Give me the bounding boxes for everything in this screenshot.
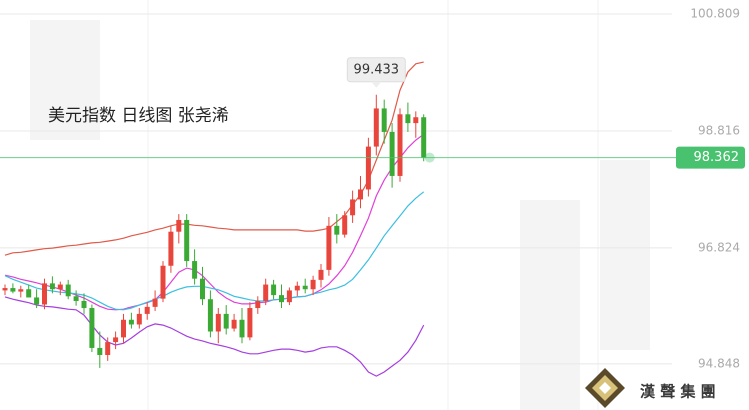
watermark-buildings (30, 20, 650, 410)
candle-body (342, 215, 348, 235)
candle-body (373, 108, 379, 147)
candle-body (413, 117, 419, 124)
candle-body (168, 231, 174, 266)
candle-body (334, 225, 340, 235)
candle-body (2, 288, 8, 291)
candle-body (136, 313, 142, 325)
candle-body (397, 114, 403, 176)
candle-body (42, 283, 47, 305)
candle-body (318, 269, 324, 280)
candle-body (247, 308, 253, 338)
y-tick-label: 94.848 (698, 356, 740, 370)
chart-title: 美元指数 日线图 张尧浠 (48, 106, 229, 126)
y-tick-label: 100.809 (690, 6, 740, 20)
candle-body (192, 261, 198, 279)
high-annotation-label: 99.433 (354, 62, 400, 77)
candle-body (405, 114, 411, 124)
candle-body (271, 284, 277, 296)
indicator-line (4, 296, 425, 377)
high-annotation-box (346, 57, 406, 83)
candle-body (152, 298, 158, 307)
candle-body (105, 342, 111, 355)
candle-body (326, 225, 332, 270)
candle-body (89, 308, 95, 348)
candle-body (358, 189, 363, 200)
candle-body (184, 219, 190, 262)
candle-body (49, 283, 55, 290)
candle-body (57, 284, 63, 290)
candle-body (26, 289, 32, 298)
candle-body (310, 279, 316, 290)
candle-body (113, 337, 119, 343)
candle-body (121, 319, 126, 338)
candle-body (279, 295, 284, 303)
candle-body (97, 347, 103, 355)
candle-body (286, 290, 292, 303)
logo-icon (585, 368, 625, 408)
candle-body (73, 296, 79, 301)
candle-body (34, 297, 40, 305)
last-price-dot (424, 152, 435, 163)
candle-body (381, 108, 387, 132)
indicator-line (4, 133, 425, 311)
candle-body (365, 146, 371, 190)
candle-body (160, 265, 166, 299)
candle-body (294, 285, 300, 291)
indicator-line (4, 191, 425, 311)
candle-body (10, 288, 16, 292)
candle-body (255, 300, 261, 309)
plot (0, 13, 745, 377)
candle-body (128, 319, 134, 325)
y-tick-label: 96.824 (698, 240, 740, 254)
candle-body (231, 319, 237, 329)
candle-body (421, 117, 427, 158)
candle-body (223, 313, 229, 329)
candle-body (207, 299, 213, 332)
candle-body (200, 278, 205, 300)
candle-body (144, 306, 150, 314)
candle-body (239, 319, 245, 338)
candle-body (18, 289, 24, 292)
candle-body (215, 313, 221, 332)
candle-body (302, 285, 308, 290)
candle-body (176, 219, 182, 232)
y-tick-label: 98.816 (698, 123, 740, 137)
candle-body (65, 284, 71, 297)
candle-body (389, 131, 395, 176)
last-price-box (676, 146, 745, 169)
candle-body (81, 300, 87, 309)
candle-body (350, 199, 356, 216)
logo-text: 漢 聲 集 團 (640, 383, 716, 401)
candle-body (263, 284, 269, 301)
high-annotation-pointer (371, 81, 382, 88)
last-price-label: 98.362 (694, 150, 740, 165)
